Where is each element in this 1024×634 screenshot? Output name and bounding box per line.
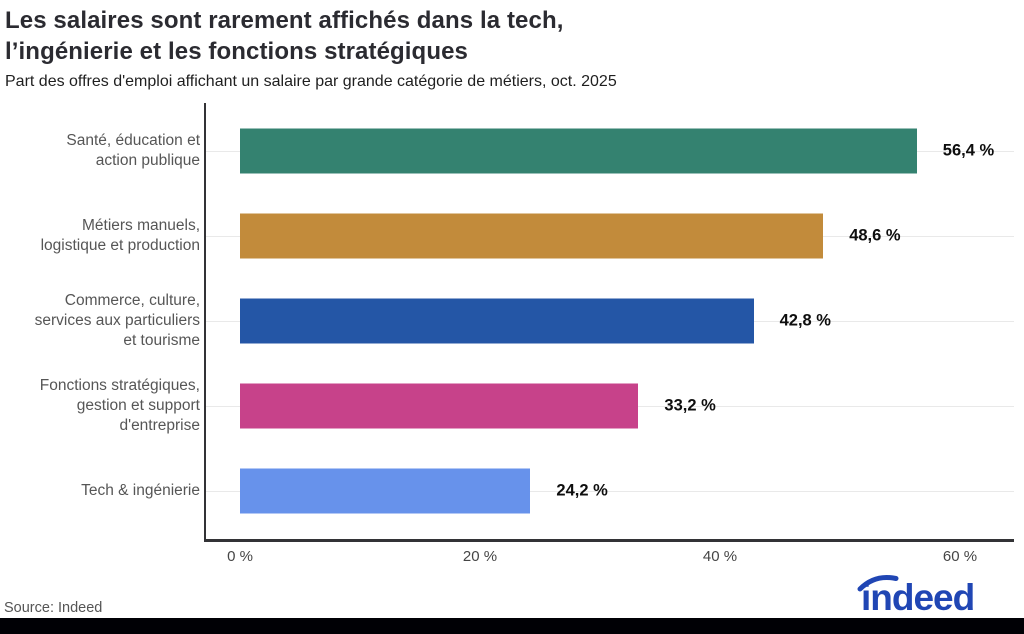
bar-rows: Santé, éducation et action publique 56,4 %… xyxy=(0,109,1014,533)
x-tick-label: 40 % xyxy=(702,548,738,565)
chart-title-line1: Les salaires sont rarement affichés dans… xyxy=(5,7,564,34)
logo-swoosh-icon xyxy=(857,574,899,592)
svg-text:indeed: indeed xyxy=(861,577,974,616)
bar xyxy=(240,298,754,344)
category-label: Tech & ingénierie xyxy=(81,481,200,499)
value-label: 48,6 % xyxy=(849,226,901,245)
bar-row: Fonctions stratégiques, gestion et suppor… xyxy=(0,363,1014,448)
bar-row: Tech & ingénierie 24,2 % xyxy=(0,448,1014,533)
bar-row: Métiers manuels, logistique et production… xyxy=(0,194,1014,279)
category-label: Commerce, culture, services aux particuli… xyxy=(34,291,200,349)
x-tick-label: 60 % xyxy=(942,548,978,565)
value-label: 33,2 % xyxy=(664,396,716,415)
source-caption: Source: Indeed xyxy=(4,600,103,616)
gridline xyxy=(205,490,1014,492)
bar xyxy=(240,213,824,259)
category-label: Santé, éducation et action publique xyxy=(66,132,200,170)
indeed-logo: indeed xyxy=(857,574,975,616)
value-label: 56,4 % xyxy=(942,141,995,160)
value-label: 42,8 % xyxy=(779,311,831,330)
chart-title-line2: l’ingénierie et les fonctions stratégiqu… xyxy=(5,38,468,65)
chart-title: Les salaires sont rarement affichés dans… xyxy=(5,5,563,67)
bar-row: Commerce, culture, services aux particuli… xyxy=(0,279,1014,364)
category-label: Métiers manuels, logistique et production xyxy=(40,217,200,255)
x-axis-line xyxy=(204,539,1014,542)
x-tick-label: 20 % xyxy=(462,548,498,565)
category-label: Fonctions stratégiques, gestion et suppor… xyxy=(39,376,200,434)
bar xyxy=(240,128,917,174)
y-axis-line xyxy=(204,103,206,541)
bar-row: Santé, éducation et action publique 56,4 % xyxy=(0,109,1014,194)
bar xyxy=(240,383,639,429)
value-label: 24,2 % xyxy=(556,481,608,500)
bottom-brand-strip xyxy=(0,618,1024,634)
bar xyxy=(240,468,531,514)
x-tick-label: 0 % xyxy=(227,548,253,565)
chart-subtitle: Part des offres d'emploi affichant un sa… xyxy=(5,73,617,90)
